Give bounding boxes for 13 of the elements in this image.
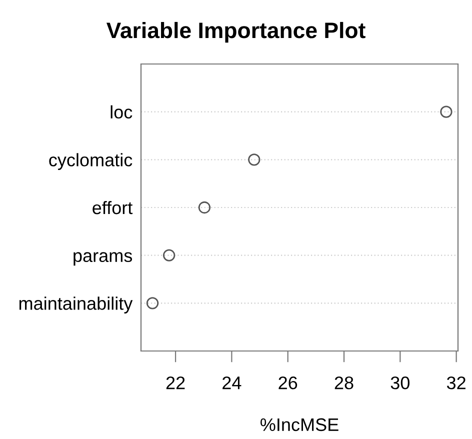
x-axis-title: %IncMSE: [260, 418, 338, 432]
x-tick-label: 30: [390, 376, 410, 390]
x-tick-label: 32: [446, 376, 466, 390]
y-tick-label: params: [74, 252, 132, 266]
y-tick-label: cyclomatic: [49, 153, 132, 170]
x-tick-label: 26: [278, 376, 298, 390]
y-tick-label: effort: [92, 200, 133, 214]
chart-title: Variable Importance Plot: [106, 22, 366, 43]
x-tick-label: 22: [166, 376, 185, 390]
y-tick-label: maintainability: [19, 296, 133, 314]
y-tick-label: loc: [110, 105, 132, 119]
x-tick-label: 28: [334, 376, 354, 390]
x-tick-label: 24: [222, 376, 242, 390]
